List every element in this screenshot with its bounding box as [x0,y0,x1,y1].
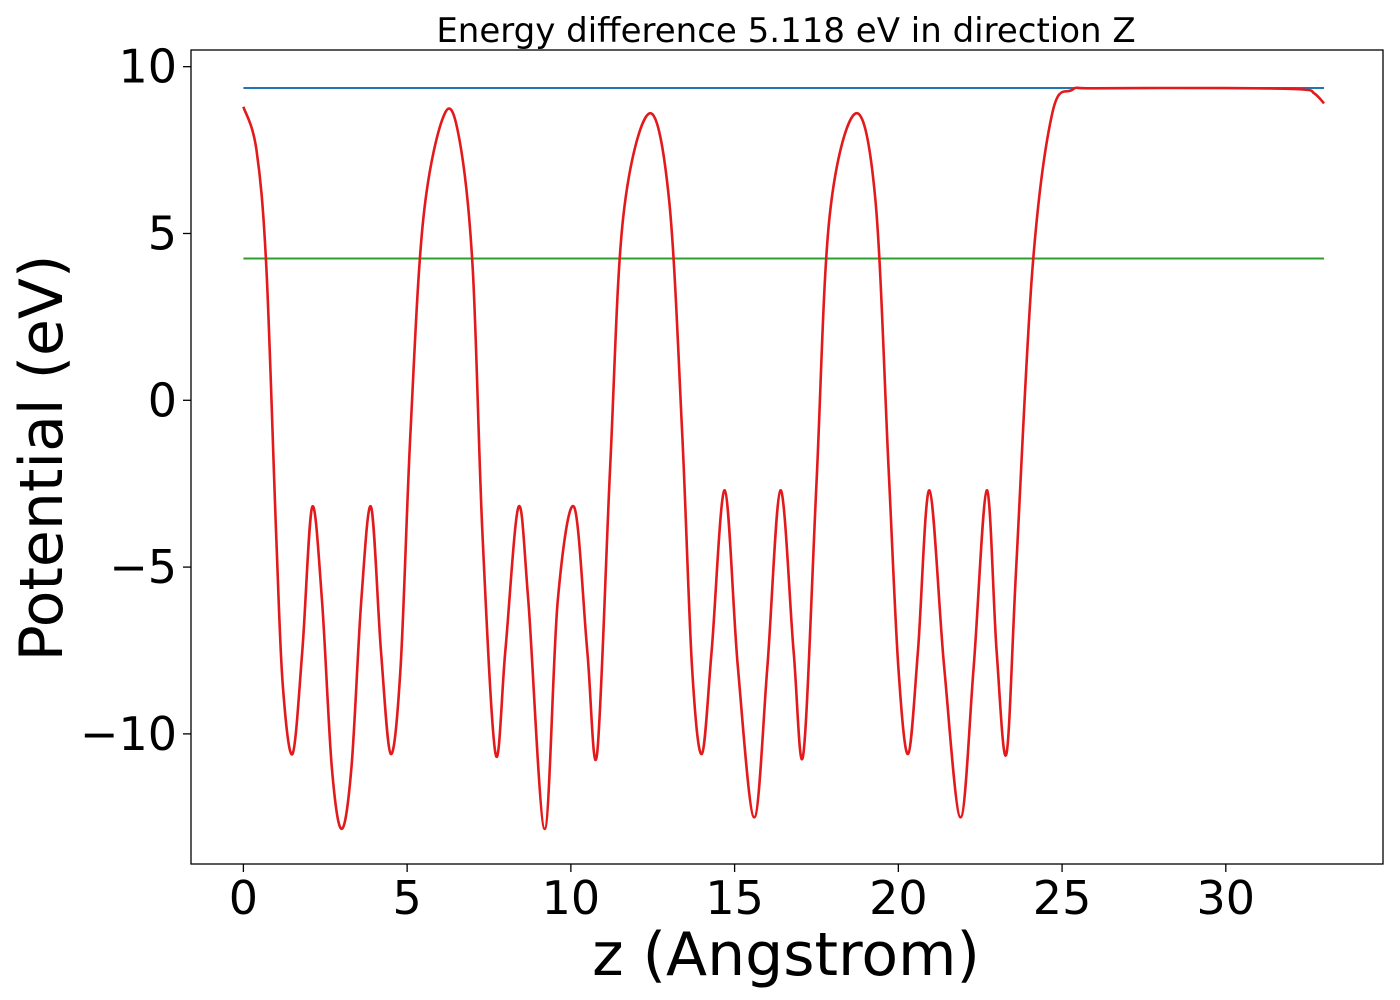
potential-curve [242,86,1326,831]
plot-frame [190,49,1384,865]
x-tick-label: 5 [392,871,421,925]
plot-area: 0 5 10 15 20 25 30 10 5 0 −5 −10 [80,40,1384,925]
chart-title: Energy difference 5.118 eV in direction … [436,11,1135,51]
y-tick-label: 5 [148,206,177,260]
y-tick-label: 10 [118,40,177,94]
x-tick-label: 10 [542,871,601,925]
x-tick-label: 30 [1197,871,1256,925]
y-tick-label: 0 [148,373,177,427]
x-tick-label: 20 [869,871,928,925]
x-tick-label: 25 [1033,871,1092,925]
y-axis-label: Potential (eV) [7,255,77,662]
x-axis-label: z (Angstrom) [592,920,980,990]
y-tick-label: −5 [109,540,177,594]
x-tick-label: 0 [229,871,258,925]
x-tick-label: 15 [705,871,764,925]
y-tick-label: −10 [80,707,177,761]
